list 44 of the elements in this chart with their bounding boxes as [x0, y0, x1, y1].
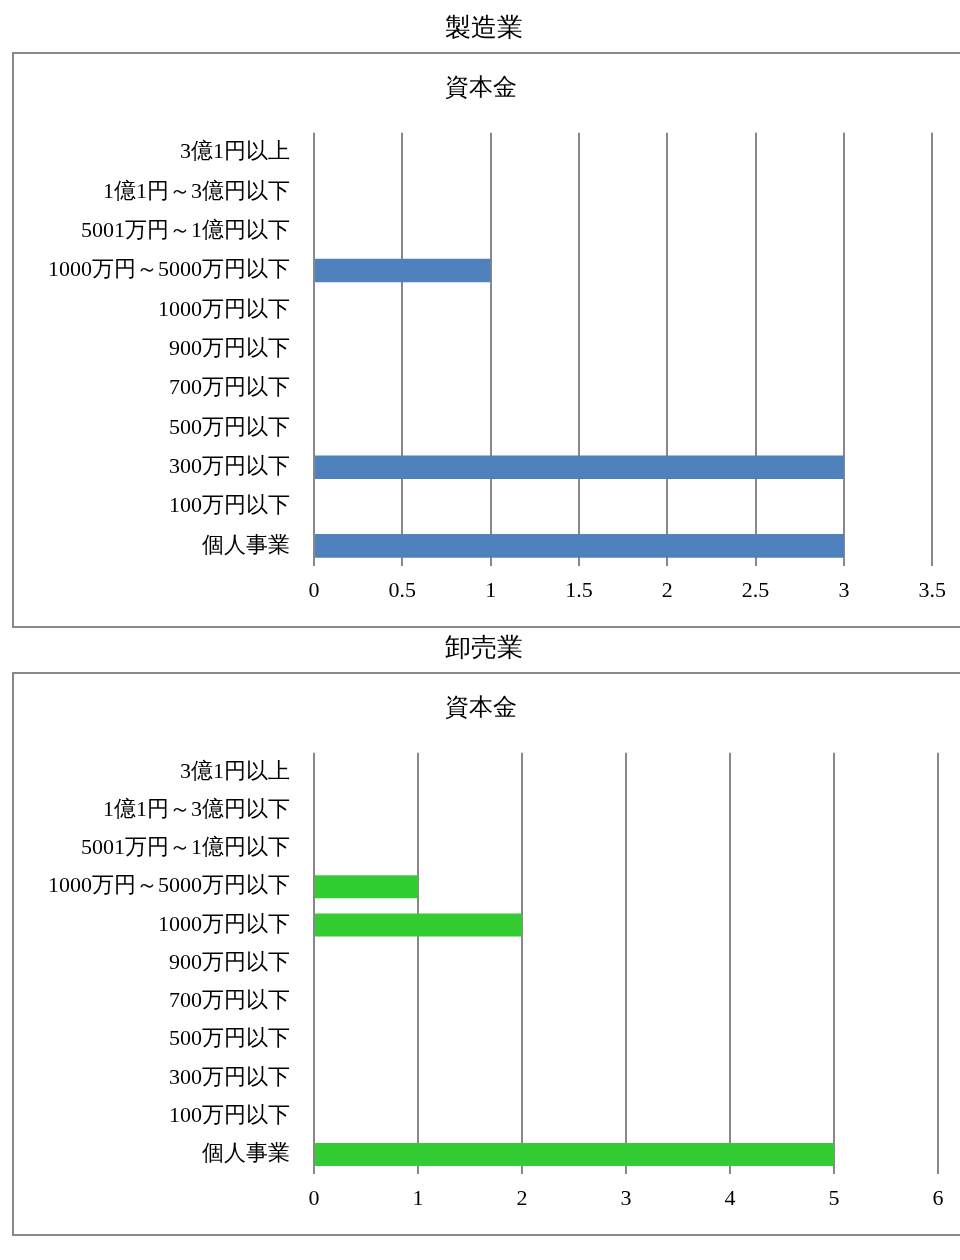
x-tick-label: 5	[828, 1184, 840, 1210]
x-tick-label: 2	[661, 576, 673, 602]
bar	[315, 913, 522, 937]
chart-subtitle: 資本金	[445, 693, 517, 720]
x-tick-label: 3.5	[918, 576, 946, 602]
y-tick-label: 500万円以下	[169, 1025, 290, 1051]
y-tick-label: 100万円以下	[169, 1102, 290, 1127]
y-tick-label: 1億1円～3億円以下	[103, 177, 290, 203]
y-tick-label: 700万円以下	[169, 374, 290, 400]
y-tick-label: 個人事業	[202, 1140, 290, 1166]
y-tick-label: 5001万円～1億円以下	[81, 216, 290, 242]
y-tick-label: 1000万円以下	[158, 910, 290, 936]
y-tick-label: 300万円以下	[169, 1063, 290, 1089]
x-tick-label: 0	[308, 576, 320, 602]
x-tick-label: 1.5	[565, 576, 593, 602]
y-tick-label: 700万円以下	[169, 987, 290, 1013]
y-tick-label: 1000万円以下	[158, 295, 290, 321]
x-tick-label: 0.5	[388, 576, 417, 602]
y-tick-label: 1億1円～3億円以下	[103, 795, 290, 821]
x-tick-label: 4	[724, 1184, 736, 1210]
y-tick-label: 5001万円～1億円以下	[81, 834, 290, 860]
y-tick-label: 1000万円～5000万円以下	[48, 872, 290, 898]
x-tick-label: 3	[620, 1184, 632, 1210]
x-tick-label: 2.5	[741, 576, 770, 602]
x-tick-label: 3	[838, 576, 850, 602]
chart-subtitle: 資本金	[445, 73, 517, 100]
bar	[315, 1143, 834, 1166]
y-tick-label: 900万円以下	[169, 334, 290, 360]
x-tick-label: 6	[932, 1184, 944, 1210]
y-tick-label: 3億1円以上	[180, 138, 290, 164]
chart-title: 製造業	[444, 12, 524, 44]
y-tick-label: 900万円以下	[169, 948, 290, 974]
y-tick-label: 500万円以下	[169, 413, 290, 439]
x-tick-label: 1	[412, 1184, 424, 1210]
y-tick-label: 100万円以下	[169, 492, 290, 518]
chart-title: 卸売業	[444, 632, 524, 664]
bar	[315, 875, 418, 899]
x-tick-label: 1	[485, 576, 497, 602]
y-tick-label: 1000万円～5000万円以下	[48, 256, 290, 282]
x-tick-label: 2	[516, 1184, 528, 1210]
x-tick-label: 0	[308, 1184, 320, 1210]
y-tick-label: 300万円以下	[169, 453, 290, 479]
y-tick-label: 3億1円以上	[180, 757, 290, 783]
y-tick-label: 個人事業	[202, 531, 290, 557]
